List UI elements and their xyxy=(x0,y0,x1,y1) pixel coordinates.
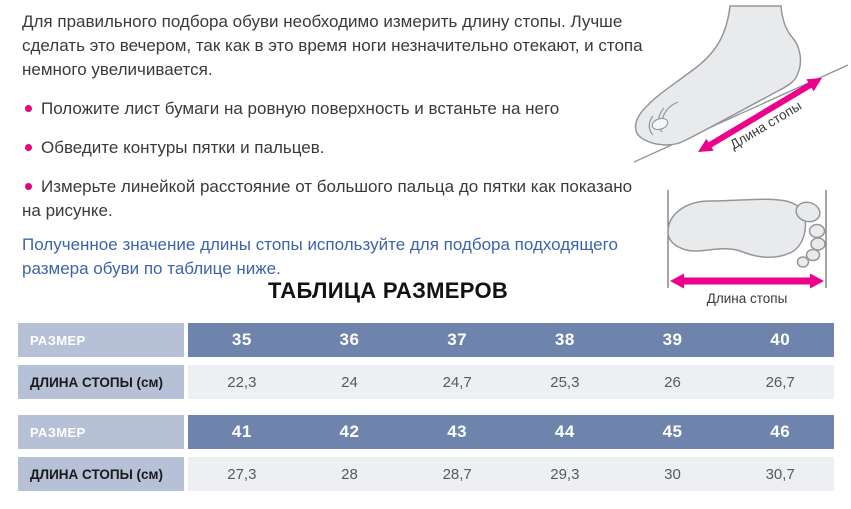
length-cell: 24 xyxy=(295,365,404,399)
arrowhead-icon xyxy=(806,78,822,92)
sole-foot-illustration xyxy=(667,198,807,258)
size-cell: 38 xyxy=(511,323,619,357)
figure-foot-sole: Длина стопы xyxy=(656,188,851,315)
size-cell: 36 xyxy=(295,323,404,357)
figure-side-foot: Длина стопы xyxy=(626,2,851,179)
side-foot-svg: Длина стопы xyxy=(633,5,849,163)
instruction-text: Положите лист бумаги на ровную поверхнос… xyxy=(41,99,560,118)
side-foot-illustration xyxy=(634,5,802,146)
toe-crease xyxy=(648,115,654,136)
toe xyxy=(810,237,826,251)
bullet-icon xyxy=(25,105,32,113)
size-cell: 37 xyxy=(403,323,512,357)
length-row-label: ДЛИНА СТОПЫ (см) xyxy=(18,365,184,399)
toe xyxy=(796,256,810,268)
length-cell: 26 xyxy=(618,365,727,399)
size-table-41-46: РАЗМЕР 41 42 43 44 45 46 ДЛИНА СТОПЫ (см… xyxy=(18,415,835,491)
length-cell: 30 xyxy=(618,457,727,491)
instruction-item-1: Положите лист бумаги на ровную поверхнос… xyxy=(22,97,644,121)
toenail xyxy=(651,117,669,131)
length-row: ДЛИНА СТОПЫ (см) 22,3 24 24,7 25,3 26 26… xyxy=(18,365,835,399)
size-table-title: ТАБЛИЦА РАЗМЕРОВ xyxy=(267,278,509,303)
size-row: РАЗМЕР 35 36 37 38 39 40 xyxy=(18,323,835,357)
sole-foot-svg: Длина стопы xyxy=(667,190,827,306)
bullet-icon xyxy=(25,144,32,152)
length-cell: 25,3 xyxy=(511,365,619,399)
instruction-text: Обведите контуры пятки и пальцев. xyxy=(41,138,325,157)
size-cell: 41 xyxy=(188,415,296,449)
arrow-shaft xyxy=(705,81,815,149)
length-row-label: ДЛИНА СТОПЫ (см) xyxy=(18,457,184,491)
length-cell: 29,3 xyxy=(511,457,619,491)
size-cell: 42 xyxy=(295,415,404,449)
instructions-block: Для правильного подбора обуви необходимо… xyxy=(22,10,644,281)
length-cell: 22,3 xyxy=(188,365,296,399)
arrowhead-icon xyxy=(670,273,684,289)
length-cell: 28 xyxy=(295,457,404,491)
size-cell: 35 xyxy=(188,323,296,357)
instruction-item-3: Измерьте линейкой расстояние от большого… xyxy=(22,175,644,223)
intro-paragraph: Для правильного подбора обуви необходимо… xyxy=(22,12,643,79)
arrowhead-icon xyxy=(698,138,714,152)
toe xyxy=(805,248,821,262)
big-toe xyxy=(795,201,821,223)
size-cell: 43 xyxy=(403,415,512,449)
bullet-icon xyxy=(25,183,32,191)
size-table-35-40: РАЗМЕР 35 36 37 38 39 40 ДЛИНА СТОПЫ (см… xyxy=(18,323,835,399)
length-arrow xyxy=(698,78,822,152)
length-cell: 24,7 xyxy=(403,365,512,399)
length-cell: 26,7 xyxy=(726,365,835,399)
instruction-text: Измерьте линейкой расстояние от большого… xyxy=(22,177,633,220)
size-cell: 45 xyxy=(618,415,727,449)
size-cell: 44 xyxy=(511,415,619,449)
instruction-item-2: Обведите контуры пятки и пальцев. xyxy=(22,136,644,160)
length-cell: 27,3 xyxy=(188,457,296,491)
note-paragraph: Полученное значение длины стопы использу… xyxy=(22,235,618,278)
size-cell: 46 xyxy=(726,415,835,449)
length-arrow xyxy=(670,273,824,289)
size-row: РАЗМЕР 41 42 43 44 45 46 xyxy=(18,415,835,449)
size-row-label: РАЗМЕР xyxy=(18,415,184,449)
length-cell: 28,7 xyxy=(403,457,512,491)
arrowhead-icon xyxy=(810,273,824,289)
size-row-label: РАЗМЕР xyxy=(18,323,184,357)
length-cell: 30,7 xyxy=(726,457,835,491)
length-row: ДЛИНА СТОПЫ (см) 27,3 28 28,7 29,3 30 30… xyxy=(18,457,835,491)
size-cell: 39 xyxy=(618,323,727,357)
sole-foot-length-label: Длина стопы xyxy=(707,291,788,306)
toe xyxy=(808,223,826,239)
size-cell: 40 xyxy=(726,323,835,357)
